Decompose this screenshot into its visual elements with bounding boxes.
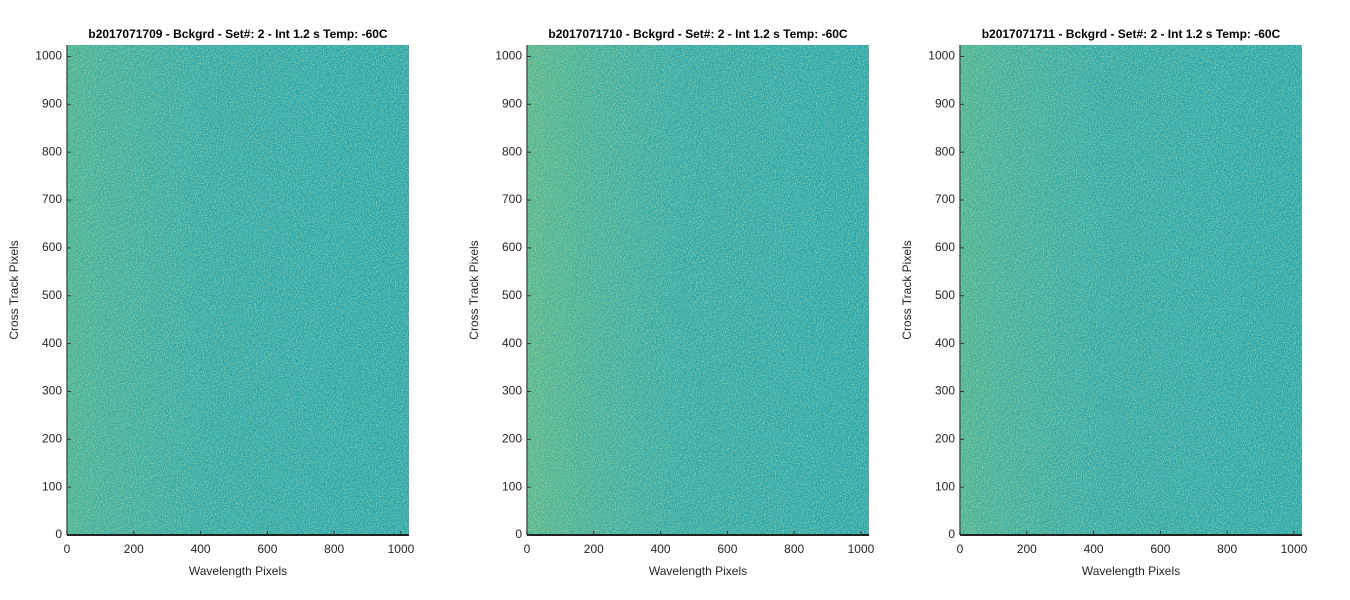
y-tick-label: 500 [935,288,955,302]
x-tick-label: 800 [324,542,344,556]
y-tick-label: 400 [42,336,62,350]
x-tick-label: 0 [64,542,71,556]
x-tick-label: 200 [584,542,604,556]
y-tick-label: 800 [935,144,955,158]
y-tick-label: 100 [502,479,522,493]
y-tick-label: 200 [935,431,955,445]
x-tick-label: 400 [1084,542,1104,556]
y-tick-label: 700 [935,192,955,206]
panel: 0 100 200 300 400 500 600 700 800 900 1000 0 200 400 6… [900,27,1307,578]
y-tick-label: 900 [935,97,955,111]
chart-title: b2017071710 - Bckgrd - Set#: 2 - Int 1.2… [548,27,848,41]
y-tick-label: 600 [502,240,522,254]
y-tick-label: 600 [935,240,955,254]
chart-title: b2017071711 - Bckgrd - Set#: 2 - Int 1.2… [982,27,1281,41]
y-tick-label: 700 [502,192,522,206]
x-tick-label: 1000 [1281,542,1308,556]
x-tick-label: 0 [524,542,531,556]
y-tick-label: 700 [42,192,62,206]
x-tick-label: 0 [957,542,964,556]
y-tick-label: 300 [42,384,62,398]
y-axis-label: Cross Track Pixels [900,240,914,339]
x-tick-label: 200 [1017,542,1037,556]
x-tick-label: 400 [651,542,671,556]
y-tick-label: 800 [502,144,522,158]
y-tick-label: 1000 [495,49,522,63]
y-axis-label: Cross Track Pixels [7,240,21,339]
x-tick-label: 400 [191,542,211,556]
x-tick-label: 600 [717,542,737,556]
y-tick-label: 1000 [928,49,955,63]
y-tick-label: 0 [948,527,955,541]
y-tick-label: 500 [502,288,522,302]
y-tick-label: 1000 [35,49,62,63]
x-tick-label: 1000 [848,542,875,556]
y-tick-label: 200 [42,431,62,445]
panel: 0 100 200 300 400 500 600 700 800 900 1000 0 200 400 6… [467,27,874,578]
x-tick-label: 600 [257,542,277,556]
y-tick-label: 900 [42,97,62,111]
y-tick-label: 100 [935,479,955,493]
y-tick-label: 200 [502,431,522,445]
y-tick-label: 300 [935,384,955,398]
y-axis-label: Cross Track Pixels [467,240,481,339]
y-tick-label: 400 [935,336,955,350]
image-noise [960,45,1302,535]
x-tick-label: 200 [124,542,144,556]
y-tick-label: 500 [42,288,62,302]
y-tick-label: 900 [502,97,522,111]
y-tick-label: 300 [502,384,522,398]
x-axis-label: Wavelength Pixels [649,564,747,578]
x-tick-label: 600 [1150,542,1170,556]
image-noise [527,45,869,535]
y-tick-label: 0 [55,527,62,541]
x-axis-label: Wavelength Pixels [189,564,287,578]
y-tick-label: 0 [515,527,522,541]
chart-title: b2017071709 - Bckgrd - Set#: 2 - Int 1.2… [88,27,388,41]
image-noise [67,45,409,535]
x-tick-label: 800 [784,542,804,556]
x-tick-label: 1000 [388,542,415,556]
y-tick-label: 600 [42,240,62,254]
x-tick-label: 800 [1217,542,1237,556]
x-axis-label: Wavelength Pixels [1082,564,1180,578]
y-tick-label: 400 [502,336,522,350]
panel: 0 100 200 300 400 500 600 700 800 900 1000 0 200 400 6… [7,27,414,578]
y-tick-label: 800 [42,144,62,158]
y-tick-label: 100 [42,479,62,493]
